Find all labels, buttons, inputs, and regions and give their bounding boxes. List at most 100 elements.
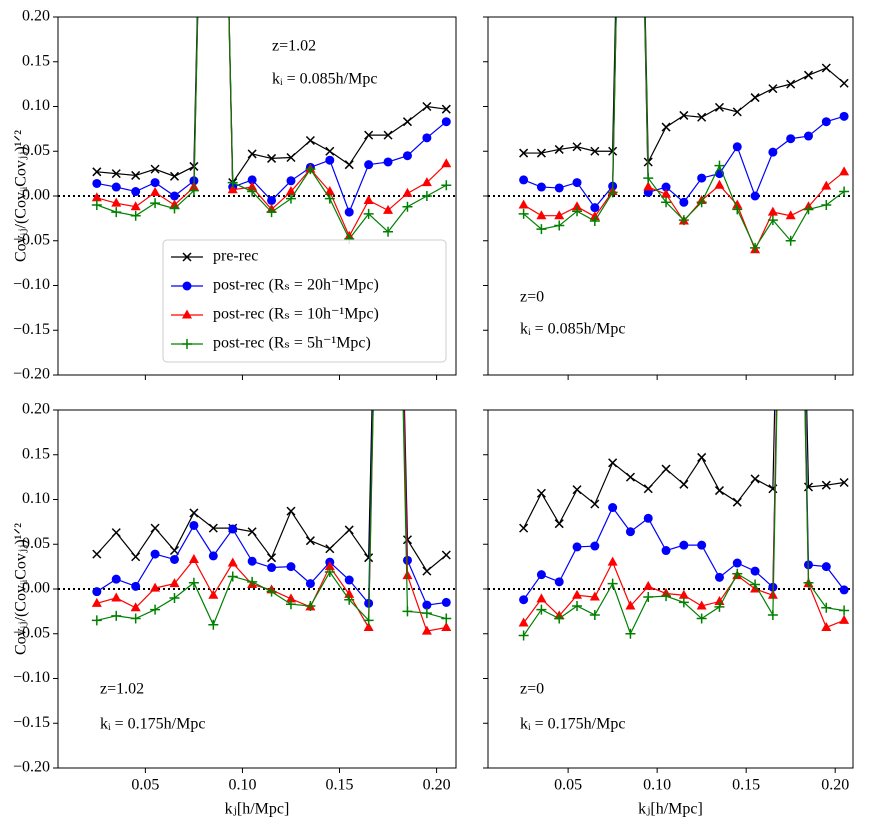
marker <box>402 570 413 580</box>
annotation: z=1.02 <box>100 681 144 698</box>
marker <box>383 130 393 140</box>
marker <box>732 497 742 507</box>
legend-marker <box>182 281 192 291</box>
marker <box>91 597 102 607</box>
marker <box>714 486 724 496</box>
marker <box>643 513 653 523</box>
x-tick-label: 0.05 <box>131 777 159 794</box>
y-axis-label: Covᵢⱼ/(CovᵢᵢCovⱼⱼ)¹ᐟ² <box>13 130 30 262</box>
marker <box>661 591 672 602</box>
marker <box>572 142 582 152</box>
y-tick-label: −0.20 <box>13 759 50 776</box>
annotation: kᵢ = 0.085h/Mpc <box>272 71 377 88</box>
marker <box>422 101 432 112</box>
marker <box>150 604 161 615</box>
marker <box>441 104 451 114</box>
marker <box>768 84 778 94</box>
marker <box>91 199 102 210</box>
y-axis-label: Covᵢⱼ/(CovᵢᵢCovⱼⱼ)¹ᐟ² <box>13 523 30 655</box>
marker <box>821 602 832 613</box>
marker <box>696 197 707 208</box>
y-tick-label: 0.10 <box>22 97 50 114</box>
marker <box>661 197 672 208</box>
marker <box>421 625 432 635</box>
marker <box>697 173 707 183</box>
marker <box>266 586 277 597</box>
legend-label: post-rec (Rₛ = 10h⁻¹Mpc) <box>213 306 379 323</box>
legend-marker <box>182 339 192 349</box>
marker <box>572 201 583 211</box>
axes-frame <box>57 409 457 769</box>
y-tick-label: 0.15 <box>22 52 50 69</box>
marker <box>189 520 199 530</box>
marker <box>402 187 413 197</box>
marker <box>150 582 161 592</box>
marker <box>92 178 102 188</box>
marker <box>363 208 374 219</box>
marker <box>188 185 199 196</box>
y-tick-label: 0.00 <box>22 187 50 204</box>
marker <box>383 204 394 214</box>
marker <box>131 187 141 197</box>
marker <box>732 107 742 117</box>
marker <box>325 146 335 156</box>
x-tick-label: 0.05 <box>554 777 582 794</box>
marker <box>536 570 546 580</box>
marker <box>750 579 761 590</box>
marker <box>661 546 671 556</box>
marker <box>228 524 238 534</box>
marker <box>608 503 618 513</box>
marker <box>839 477 849 488</box>
marker <box>247 149 257 159</box>
marker <box>750 93 760 103</box>
marker <box>536 593 547 603</box>
marker <box>421 191 432 201</box>
marker <box>821 63 831 73</box>
marker <box>643 580 654 590</box>
marker <box>786 79 796 89</box>
plot-area <box>91 410 452 635</box>
marker <box>131 552 141 562</box>
marker <box>554 577 564 587</box>
marker <box>111 592 122 602</box>
marker <box>732 142 742 152</box>
marker <box>607 187 618 198</box>
series-line <box>96 17 447 214</box>
marker <box>536 148 546 158</box>
marker <box>169 592 180 603</box>
marker <box>803 482 814 492</box>
marker <box>607 578 618 589</box>
annotation: z=0 <box>520 289 544 306</box>
marker <box>169 191 179 201</box>
marker <box>554 144 564 154</box>
marker <box>714 179 725 189</box>
marker <box>590 146 600 156</box>
marker <box>383 226 394 237</box>
y-tick-label: 0.00 <box>22 580 50 597</box>
marker <box>305 164 316 175</box>
marker <box>786 134 796 144</box>
marker <box>208 551 218 561</box>
marker <box>679 110 689 120</box>
plot-area <box>518 410 850 641</box>
marker <box>247 181 258 191</box>
marker <box>325 544 335 554</box>
marker <box>714 102 724 112</box>
marker <box>344 160 354 170</box>
marker <box>208 589 219 599</box>
marker <box>821 199 832 210</box>
marker <box>324 561 335 571</box>
x-tick-label: 0.10 <box>228 777 256 794</box>
annotation: kᵢ = 0.085h/Mpc <box>520 321 625 338</box>
marker <box>227 557 238 567</box>
marker <box>402 151 412 161</box>
marker <box>803 204 814 215</box>
x-axis-label: kⱼ[h/Mpc] <box>638 801 703 818</box>
y-tick-label: −0.10 <box>13 669 50 686</box>
marker <box>803 70 814 80</box>
marker <box>150 186 161 196</box>
marker <box>422 566 432 576</box>
marker <box>188 577 199 588</box>
marker <box>267 195 277 205</box>
